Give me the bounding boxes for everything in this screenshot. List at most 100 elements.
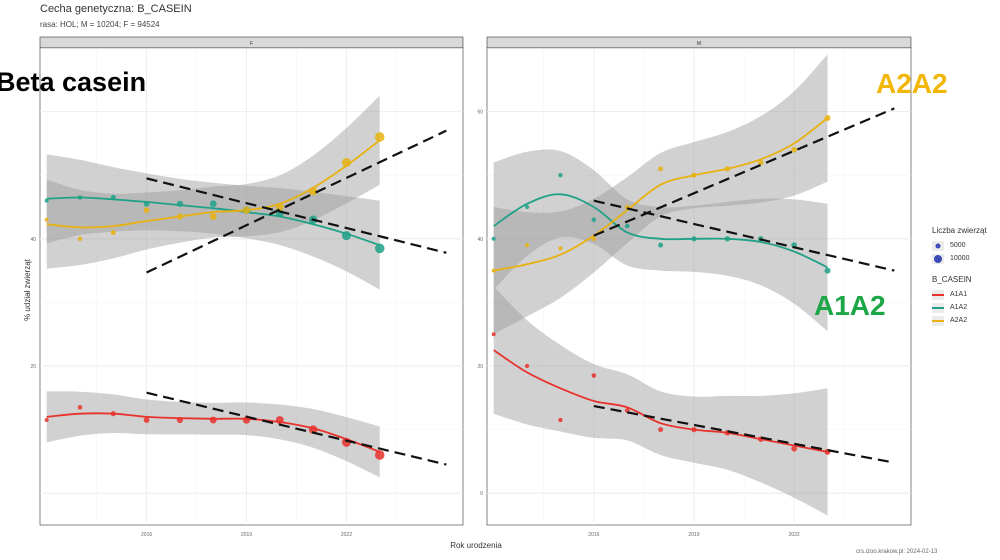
confidence-band-a2a2 — [46, 95, 380, 269]
legend-color-label: A1A1 — [950, 291, 968, 298]
data-point-a1a1 — [591, 373, 597, 378]
data-point-a1a2 — [724, 236, 731, 242]
legend-color-entry-a1a2: A1A2 — [932, 301, 987, 314]
confidence-band-a1a2 — [493, 149, 828, 331]
x-tick-label: 2016 — [141, 532, 152, 538]
data-point-a2a2 — [77, 236, 83, 242]
data-point-a1a2 — [209, 200, 217, 208]
data-point-a1a1 — [209, 416, 217, 424]
confidence-band-a1a1 — [493, 286, 828, 516]
legend-color-label: A1A2 — [950, 304, 968, 311]
data-point-a2a2 — [791, 146, 798, 153]
data-point-a1a2 — [77, 195, 83, 200]
legend-color-label: A2A2 — [950, 317, 968, 324]
data-point-a2a2 — [341, 157, 351, 167]
smooth-line-a2a2 — [493, 117, 829, 272]
data-point-a2a2 — [558, 246, 563, 251]
legend-size-entry: 5000 — [932, 239, 987, 252]
grid — [40, 48, 463, 525]
data-point-a1a1 — [491, 332, 496, 337]
legend: Liczba zwierząt 5000 10000 B_CASEIN A1A1… — [932, 226, 987, 327]
data-point-a2a2 — [824, 114, 831, 121]
data-point-a1a1 — [308, 425, 318, 434]
data-point-a2a2 — [724, 166, 731, 172]
footer-note: crs.izoo.krakow.pl: 2024-02-13 — [856, 549, 938, 555]
legend-color-entry-a2a2: A2A2 — [932, 314, 987, 327]
legend-size-entry: 10000 — [932, 252, 987, 265]
confidence-band-a2a2 — [493, 54, 828, 335]
data-point-a2a2 — [374, 132, 385, 142]
data-point-a1a2 — [691, 236, 697, 242]
data-point-a1a2 — [341, 231, 351, 241]
x-tick-label: 2019 — [688, 532, 699, 538]
confidence-band-a1a2 — [46, 154, 380, 290]
data-point-a1a2 — [624, 223, 630, 229]
x-tick-label: 2016 — [588, 532, 599, 538]
panel-background — [486, 47, 912, 526]
x-tick-label: 2019 — [241, 532, 252, 538]
data-point-a2a2 — [242, 206, 251, 214]
smooth-line-a2a2 — [46, 139, 381, 229]
data-point-a1a2 — [44, 198, 49, 203]
data-point-a1a2 — [658, 242, 664, 248]
y-axis-title: % udział zwierząt — [23, 258, 32, 321]
grid — [487, 48, 911, 525]
data-point-a2a2 — [691, 172, 697, 178]
data-point-a1a2 — [491, 236, 496, 241]
data-point-a1a1 — [275, 416, 284, 425]
legend-size-title: Liczba zwierząt — [932, 226, 987, 235]
chart-subtitle: rasa: HOL; M = 10204; F = 94524 — [40, 20, 160, 29]
y-tick-label: 60 — [477, 110, 483, 116]
smooth-line-a1a2 — [493, 193, 828, 269]
smooth-line-a1a2 — [46, 196, 380, 247]
data-point-a1a1 — [176, 416, 184, 424]
legend-size-label: 5000 — [950, 242, 966, 249]
panel-background — [39, 47, 464, 526]
data-point-a1a1 — [791, 445, 798, 452]
trend-line-a1a1 — [146, 391, 447, 466]
data-point-a2a2 — [757, 159, 764, 166]
data-point-a2a2 — [658, 166, 664, 172]
data-point-a1a1 — [110, 411, 116, 417]
data-point-a2a2 — [524, 243, 530, 248]
chart-title: Cecha genetyczna: B_CASEIN — [40, 3, 192, 15]
data-point-a1a1 — [44, 418, 49, 423]
y-tick-label: 40 — [30, 237, 36, 243]
facet-label: F — [250, 41, 253, 47]
x-tick-label: 2022 — [789, 532, 800, 538]
data-point-a1a2 — [524, 204, 530, 210]
data-point-a1a1 — [558, 417, 563, 423]
data-point-a2a2 — [275, 203, 284, 211]
y-tick-label: 20 — [477, 364, 483, 370]
legend-color-entry-a1a1: A1A1 — [932, 288, 987, 301]
data-point-a1a2 — [374, 243, 385, 254]
panel-content — [44, 95, 447, 478]
confidence-band-a1a1 — [46, 391, 380, 478]
data-point-a1a1 — [524, 363, 530, 369]
panel-M: M 2016 2019 2022 0 20 40 60 — [477, 36, 912, 538]
panel-content — [491, 54, 895, 516]
beta-casein-label: Beta casein — [0, 67, 147, 97]
trend-line-a2a2 — [593, 107, 895, 237]
trend-line-a1a2 — [146, 177, 447, 254]
y-tick-label: 20 — [30, 364, 36, 370]
data-point-a2a2 — [491, 268, 496, 273]
data-point-a2a2 — [209, 213, 217, 220]
x-axis-title: Rok urodzenia — [450, 541, 502, 550]
data-point-a2a2 — [143, 207, 150, 214]
legend-size-label: 10000 — [950, 255, 970, 262]
data-point-a1a2 — [558, 173, 563, 178]
data-point-a1a2 — [110, 194, 116, 201]
a2a2-label: A2A2 — [876, 68, 948, 99]
legend-color-title: B_CASEIN — [932, 275, 972, 284]
trend-line-a1a2 — [593, 199, 895, 272]
data-point-a1a1 — [374, 450, 385, 460]
data-point-a1a2 — [824, 267, 831, 274]
facet-label: M — [697, 41, 701, 47]
data-point-a1a1 — [691, 427, 697, 433]
panel-F: F 2016 2019 2022 20 40 — [30, 36, 464, 538]
data-point-a2a2 — [308, 186, 318, 196]
trend-line-a2a2 — [146, 129, 447, 274]
